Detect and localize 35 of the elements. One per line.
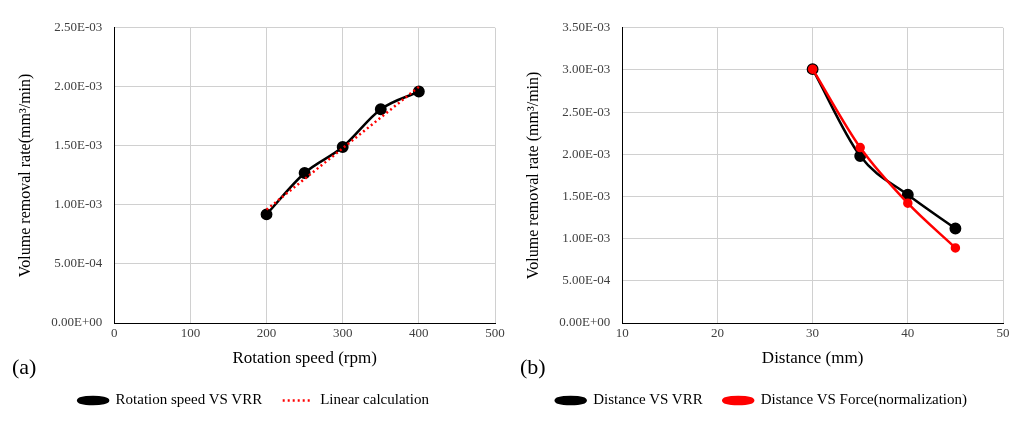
x-tick-label: 30 <box>806 325 820 341</box>
y-tick-label: 1.50E-03 <box>54 137 103 153</box>
y-tick-label: 0.00E+00 <box>559 314 611 330</box>
y-tick-label: 5.00E-04 <box>562 272 611 288</box>
y-tick-label: 2.50E-03 <box>54 19 103 35</box>
x-tick-label: 10 <box>615 325 629 341</box>
x-tick-label: 500 <box>485 325 505 341</box>
x-tick-label: 200 <box>256 325 277 341</box>
x-axis-title: Rotation speed (rpm) <box>232 348 377 368</box>
y-tick-label: 2.50E-03 <box>562 103 611 119</box>
x-tick-label: 20 <box>710 325 724 341</box>
x-tick-label: 40 <box>901 325 915 341</box>
y-tick-label: 0.00E+00 <box>51 314 103 330</box>
text: (b) <box>520 353 546 379</box>
y-tick-label: 2.00E-03 <box>54 78 103 94</box>
legend-label: Distance VS VRR <box>593 391 703 408</box>
x-tick-label: 300 <box>332 325 353 341</box>
y-tick-label: 1.50E-03 <box>562 187 611 203</box>
y-axis-title: Volume removal rate (mm³/min) <box>523 71 542 280</box>
x-tick-label: 100 <box>180 325 201 341</box>
legend-label: Rotation speed VS VRR <box>115 391 263 408</box>
y-tick-label: 3.00E-03 <box>562 61 611 77</box>
y-tick-label: 3.50E-03 <box>562 19 611 35</box>
y-tick-label: 5.00E-04 <box>54 255 103 271</box>
x-tick-label: 50 <box>996 325 1010 341</box>
y-tick-label: 2.00E-03 <box>562 145 611 161</box>
y-tick-label: 1.00E-03 <box>54 196 103 212</box>
y-tick-label: 1.00E-03 <box>562 230 611 246</box>
legend-label: Linear calculation <box>320 391 430 408</box>
x-axis-title: Distance (mm) <box>761 348 864 368</box>
y-axis-title: Volume removal rate(mm³/min) <box>15 73 34 278</box>
x-tick-label: 400 <box>409 325 429 341</box>
x-tick-label: 0 <box>110 325 118 341</box>
text: (a) <box>12 353 37 379</box>
legend-label: Distance VS Force(normalization) <box>760 391 968 409</box>
